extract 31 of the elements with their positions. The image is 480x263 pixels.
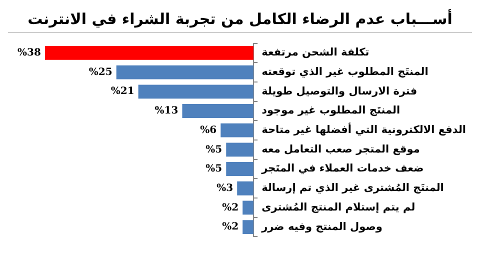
y-tick-label: المنتَج المطلوب غير الذي توقعته — [262, 66, 428, 78]
bar — [116, 65, 254, 80]
chart-title: أســـباب عدم الرضاء الكامل من تجربة الشراء في الانترنت — [8, 8, 472, 33]
data-label: %38 — [18, 48, 42, 59]
data-label: %5 — [206, 144, 222, 156]
bar — [242, 200, 254, 215]
bar — [182, 104, 254, 118]
data-label: %3 — [216, 182, 234, 194]
bar — [226, 142, 254, 157]
bar — [138, 84, 254, 99]
bar — [237, 181, 254, 196]
y-tick-label: تكلفة الشحن مرتفعة — [262, 46, 370, 59]
y-tick-label: فترة الارسال والتوصيل طويلة — [262, 85, 418, 98]
y-tick-label: وصول المنتج وفيه ضرر — [260, 220, 382, 233]
bar — [220, 123, 254, 138]
bar — [226, 162, 254, 176]
y-tick-label: لم يتم إستلام المنتج المُشترى — [262, 201, 416, 214]
bar — [44, 46, 254, 60]
y-tick-label: المنتَج المطلوب غير موجود — [262, 104, 400, 117]
y-tick-label: المنتَج المُشترى غير الذي تم إرسالة — [262, 182, 444, 194]
data-label: %25 — [88, 66, 112, 78]
data-label: %13 — [154, 106, 178, 117]
data-label: %6 — [200, 124, 217, 136]
y-tick-label: موقع المتجر صعب التعامل معه — [262, 143, 420, 156]
data-label: %21 — [110, 86, 134, 98]
data-label: %2 — [222, 222, 239, 233]
data-label: %5 — [206, 164, 222, 175]
y-tick-label: الدفع الالكترونية التي أفضلها غير متاحة — [262, 122, 466, 136]
data-label: %2 — [222, 202, 239, 214]
y-tick-label: ضعف خدمات العملاء في المتَجر — [260, 162, 424, 175]
bar — [242, 220, 254, 234]
